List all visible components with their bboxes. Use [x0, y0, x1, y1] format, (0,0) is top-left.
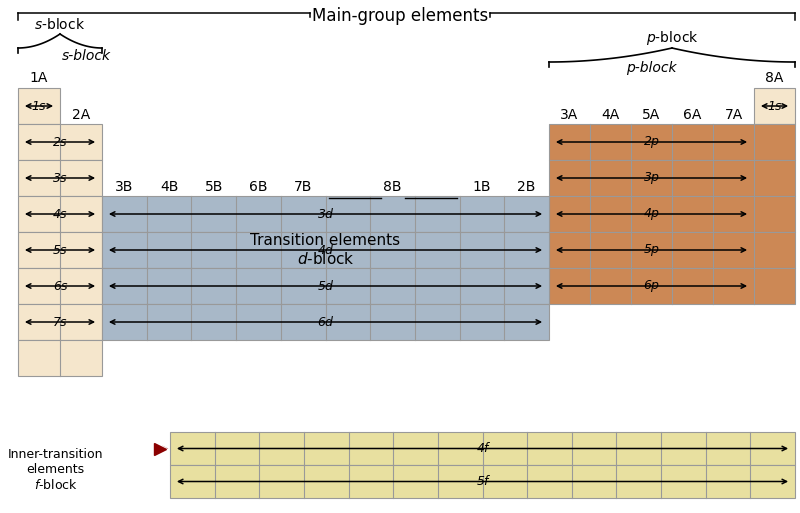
Text: 6d: 6d — [318, 315, 334, 328]
Text: 1s: 1s — [767, 100, 782, 112]
Text: 5B: 5B — [205, 180, 223, 194]
Text: Inner-transition
elements
$f$-block: Inner-transition elements $f$-block — [8, 448, 103, 492]
Bar — [18, 88, 60, 124]
Bar — [18, 340, 102, 376]
Bar — [170, 432, 795, 465]
Bar — [102, 304, 549, 340]
Text: 3s: 3s — [53, 171, 67, 185]
Text: 6p: 6p — [643, 280, 659, 292]
Text: 4p: 4p — [643, 207, 659, 221]
Bar — [102, 268, 549, 304]
Text: 4B: 4B — [160, 180, 178, 194]
Text: 2A: 2A — [72, 108, 90, 122]
Text: 5p: 5p — [643, 244, 659, 256]
Text: 7A: 7A — [724, 108, 742, 122]
Text: 7B: 7B — [294, 180, 312, 194]
Text: 8B: 8B — [383, 180, 402, 194]
Bar — [549, 268, 795, 304]
Text: 7s: 7s — [53, 315, 67, 328]
Text: 5s: 5s — [53, 244, 67, 256]
Text: 6B: 6B — [250, 180, 268, 194]
Text: s-block: s-block — [62, 49, 111, 63]
Text: 2p: 2p — [643, 135, 659, 148]
Bar — [18, 304, 102, 340]
Text: 4f: 4f — [476, 442, 489, 455]
Bar — [549, 232, 795, 268]
Text: Main-group elements: Main-group elements — [312, 7, 488, 25]
Text: 2s: 2s — [53, 135, 67, 148]
Text: $p$-block: $p$-block — [646, 29, 698, 47]
Bar — [18, 160, 102, 196]
Text: 4A: 4A — [602, 108, 620, 122]
Text: $s$-block: $s$-block — [34, 17, 86, 32]
Text: 4s: 4s — [53, 207, 67, 221]
Bar — [170, 465, 795, 498]
Text: 3d: 3d — [318, 207, 334, 221]
Text: 5A: 5A — [642, 108, 661, 122]
Text: 3B: 3B — [115, 180, 134, 194]
Text: 2B: 2B — [518, 180, 536, 194]
Text: 1A: 1A — [30, 71, 48, 85]
Text: 5f: 5f — [476, 475, 489, 488]
Text: 6s: 6s — [53, 280, 67, 292]
Text: 4d: 4d — [318, 244, 334, 256]
Bar — [102, 196, 549, 232]
Bar — [18, 232, 102, 268]
Text: 5d: 5d — [318, 280, 334, 292]
Bar — [754, 88, 795, 124]
Text: 6A: 6A — [683, 108, 702, 122]
Text: 1s: 1s — [32, 100, 46, 112]
Bar — [18, 124, 102, 160]
Bar — [18, 268, 102, 304]
Bar — [549, 160, 795, 196]
Bar — [18, 196, 102, 232]
Text: 3p: 3p — [643, 171, 659, 185]
Text: 3A: 3A — [560, 108, 578, 122]
Text: p-block: p-block — [626, 61, 677, 75]
Bar — [102, 232, 549, 268]
Text: Transition elements
$d$-block: Transition elements $d$-block — [250, 233, 401, 267]
Text: 1B: 1B — [473, 180, 491, 194]
Text: 8A: 8A — [766, 71, 784, 85]
Bar — [549, 124, 795, 160]
Bar — [549, 196, 795, 232]
